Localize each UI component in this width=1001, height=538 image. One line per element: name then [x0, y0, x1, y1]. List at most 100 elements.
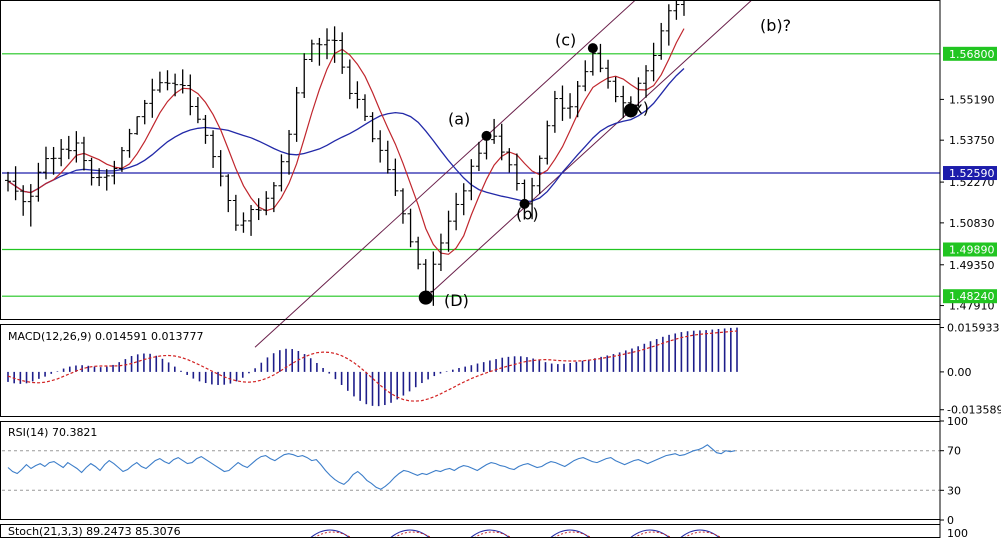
ohlc-bar [491, 118, 498, 144]
ohlc-bar [301, 53, 308, 98]
pivot-dot [519, 198, 530, 209]
ohlc-bar [635, 77, 642, 107]
stoch-k-curve [629, 529, 671, 538]
ohlc-bar [392, 158, 399, 196]
pivot-dot [418, 290, 433, 305]
panel-border [0, 421, 941, 520]
level-tag-bg [943, 166, 997, 181]
ohlc-bar [111, 160, 118, 185]
ohlc-bar [278, 154, 285, 192]
ohlc-bar [42, 146, 49, 180]
rsi-tick-label: 100 [947, 415, 968, 428]
rsi-line [7, 444, 736, 490]
stoch-d-curve [553, 531, 593, 538]
stoch-d-curve [393, 531, 433, 538]
ohlc-bar [73, 131, 80, 163]
stoch-d-curve [313, 531, 353, 538]
fast-moving-average [7, 28, 685, 255]
ohlc-bar [187, 74, 194, 116]
ohlc-bar [498, 123, 505, 161]
ohlc-bar [217, 150, 224, 187]
ohlc-bar [35, 162, 42, 202]
ohlc-bar [324, 28, 331, 60]
macd-tick-label: -0.013589 [947, 404, 1001, 417]
ohlc-bar [225, 174, 232, 213]
ohlc-bar [673, 0, 680, 20]
ohlc-bar [437, 233, 444, 272]
ohlc-bar [164, 70, 171, 91]
price-tick-label: 1.55190 [949, 93, 995, 106]
price-tick-label: 1.50830 [949, 217, 995, 230]
ohlc-bar [643, 65, 650, 98]
stoch-k-curve [469, 529, 511, 538]
wave-label: (b)? [760, 16, 791, 35]
ohlc-bar [650, 42, 657, 82]
ohlc-bar [506, 148, 513, 173]
ohlc-bar [240, 212, 247, 233]
ohlc-bar [567, 93, 574, 119]
price-tick-label: 1.53750 [949, 134, 995, 147]
rsi-title: RSI(14) 70.3821 [8, 426, 97, 439]
stoch-k-curve [679, 529, 721, 538]
wave-label: (x) [627, 98, 649, 117]
pivot-dot [623, 103, 638, 118]
ohlc-bar [58, 139, 65, 167]
ohlc-bar [141, 99, 148, 125]
pivot-dot [587, 43, 598, 54]
stoch-d-curve [473, 531, 513, 538]
ohlc-bar [361, 94, 368, 121]
channel-lower-line [425, 0, 753, 298]
ohlc-bar [605, 59, 612, 89]
ohlc-bar [430, 251, 437, 306]
ohlc-bar [156, 71, 163, 93]
level-tag-bg [943, 46, 997, 61]
ohlc-bar [20, 185, 27, 216]
panel-border [0, 324, 941, 417]
ohlc-bar [339, 32, 346, 74]
ohlc-bar [377, 130, 384, 163]
ohlc-bar [293, 86, 300, 142]
ohlc-bar [536, 155, 543, 194]
macd-tick-label: 0.00 [947, 366, 972, 379]
ohlc-bar [559, 85, 566, 121]
ohlc-bar [255, 198, 262, 221]
price-tick-label: 1.49350 [949, 259, 995, 272]
level-tag: 1.52590 [943, 166, 997, 181]
ohlc-bar [118, 146, 125, 172]
ohlc-bar [475, 141, 482, 172]
ohlc-bar [574, 80, 581, 118]
level-tag-label: 1.52590 [949, 167, 995, 180]
stoch-d-curve [633, 531, 673, 538]
panel-border [0, 0, 941, 320]
stoch-panel [309, 529, 723, 538]
level-tag-label: 1.56800 [949, 48, 995, 61]
ohlc-bar [27, 184, 34, 227]
ohlc-bar [50, 146, 57, 175]
ohlc-bar [12, 166, 19, 201]
level-tag-label: 1.49890 [949, 243, 995, 256]
macd-signal-line [7, 330, 738, 402]
ohlc-bar [544, 120, 551, 165]
ohlc-bar [369, 112, 376, 143]
wave-label: (b) [516, 204, 539, 223]
ohlc-bar [582, 60, 589, 92]
ohlc-bar [513, 153, 520, 191]
macd-title: MACD(12,26,9) 0.014591 0.013777 [8, 330, 204, 343]
level-tag: 1.49890 [943, 242, 997, 257]
ohlc-bar [658, 22, 665, 60]
ohlc-bar [445, 210, 452, 252]
ohlc-bar [179, 69, 186, 94]
macd-panel [7, 327, 738, 407]
ohlc-bar [103, 169, 110, 191]
ohlc-bar [126, 128, 133, 158]
ohlc-bar [232, 194, 239, 231]
ohlc-bar [354, 81, 361, 109]
ohlc-bar [5, 171, 11, 192]
ohlc-bar [346, 59, 353, 100]
ohlc-bar [399, 188, 406, 224]
ohlc-bar [134, 116, 141, 135]
rsi-tick-label: 30 [947, 484, 961, 497]
